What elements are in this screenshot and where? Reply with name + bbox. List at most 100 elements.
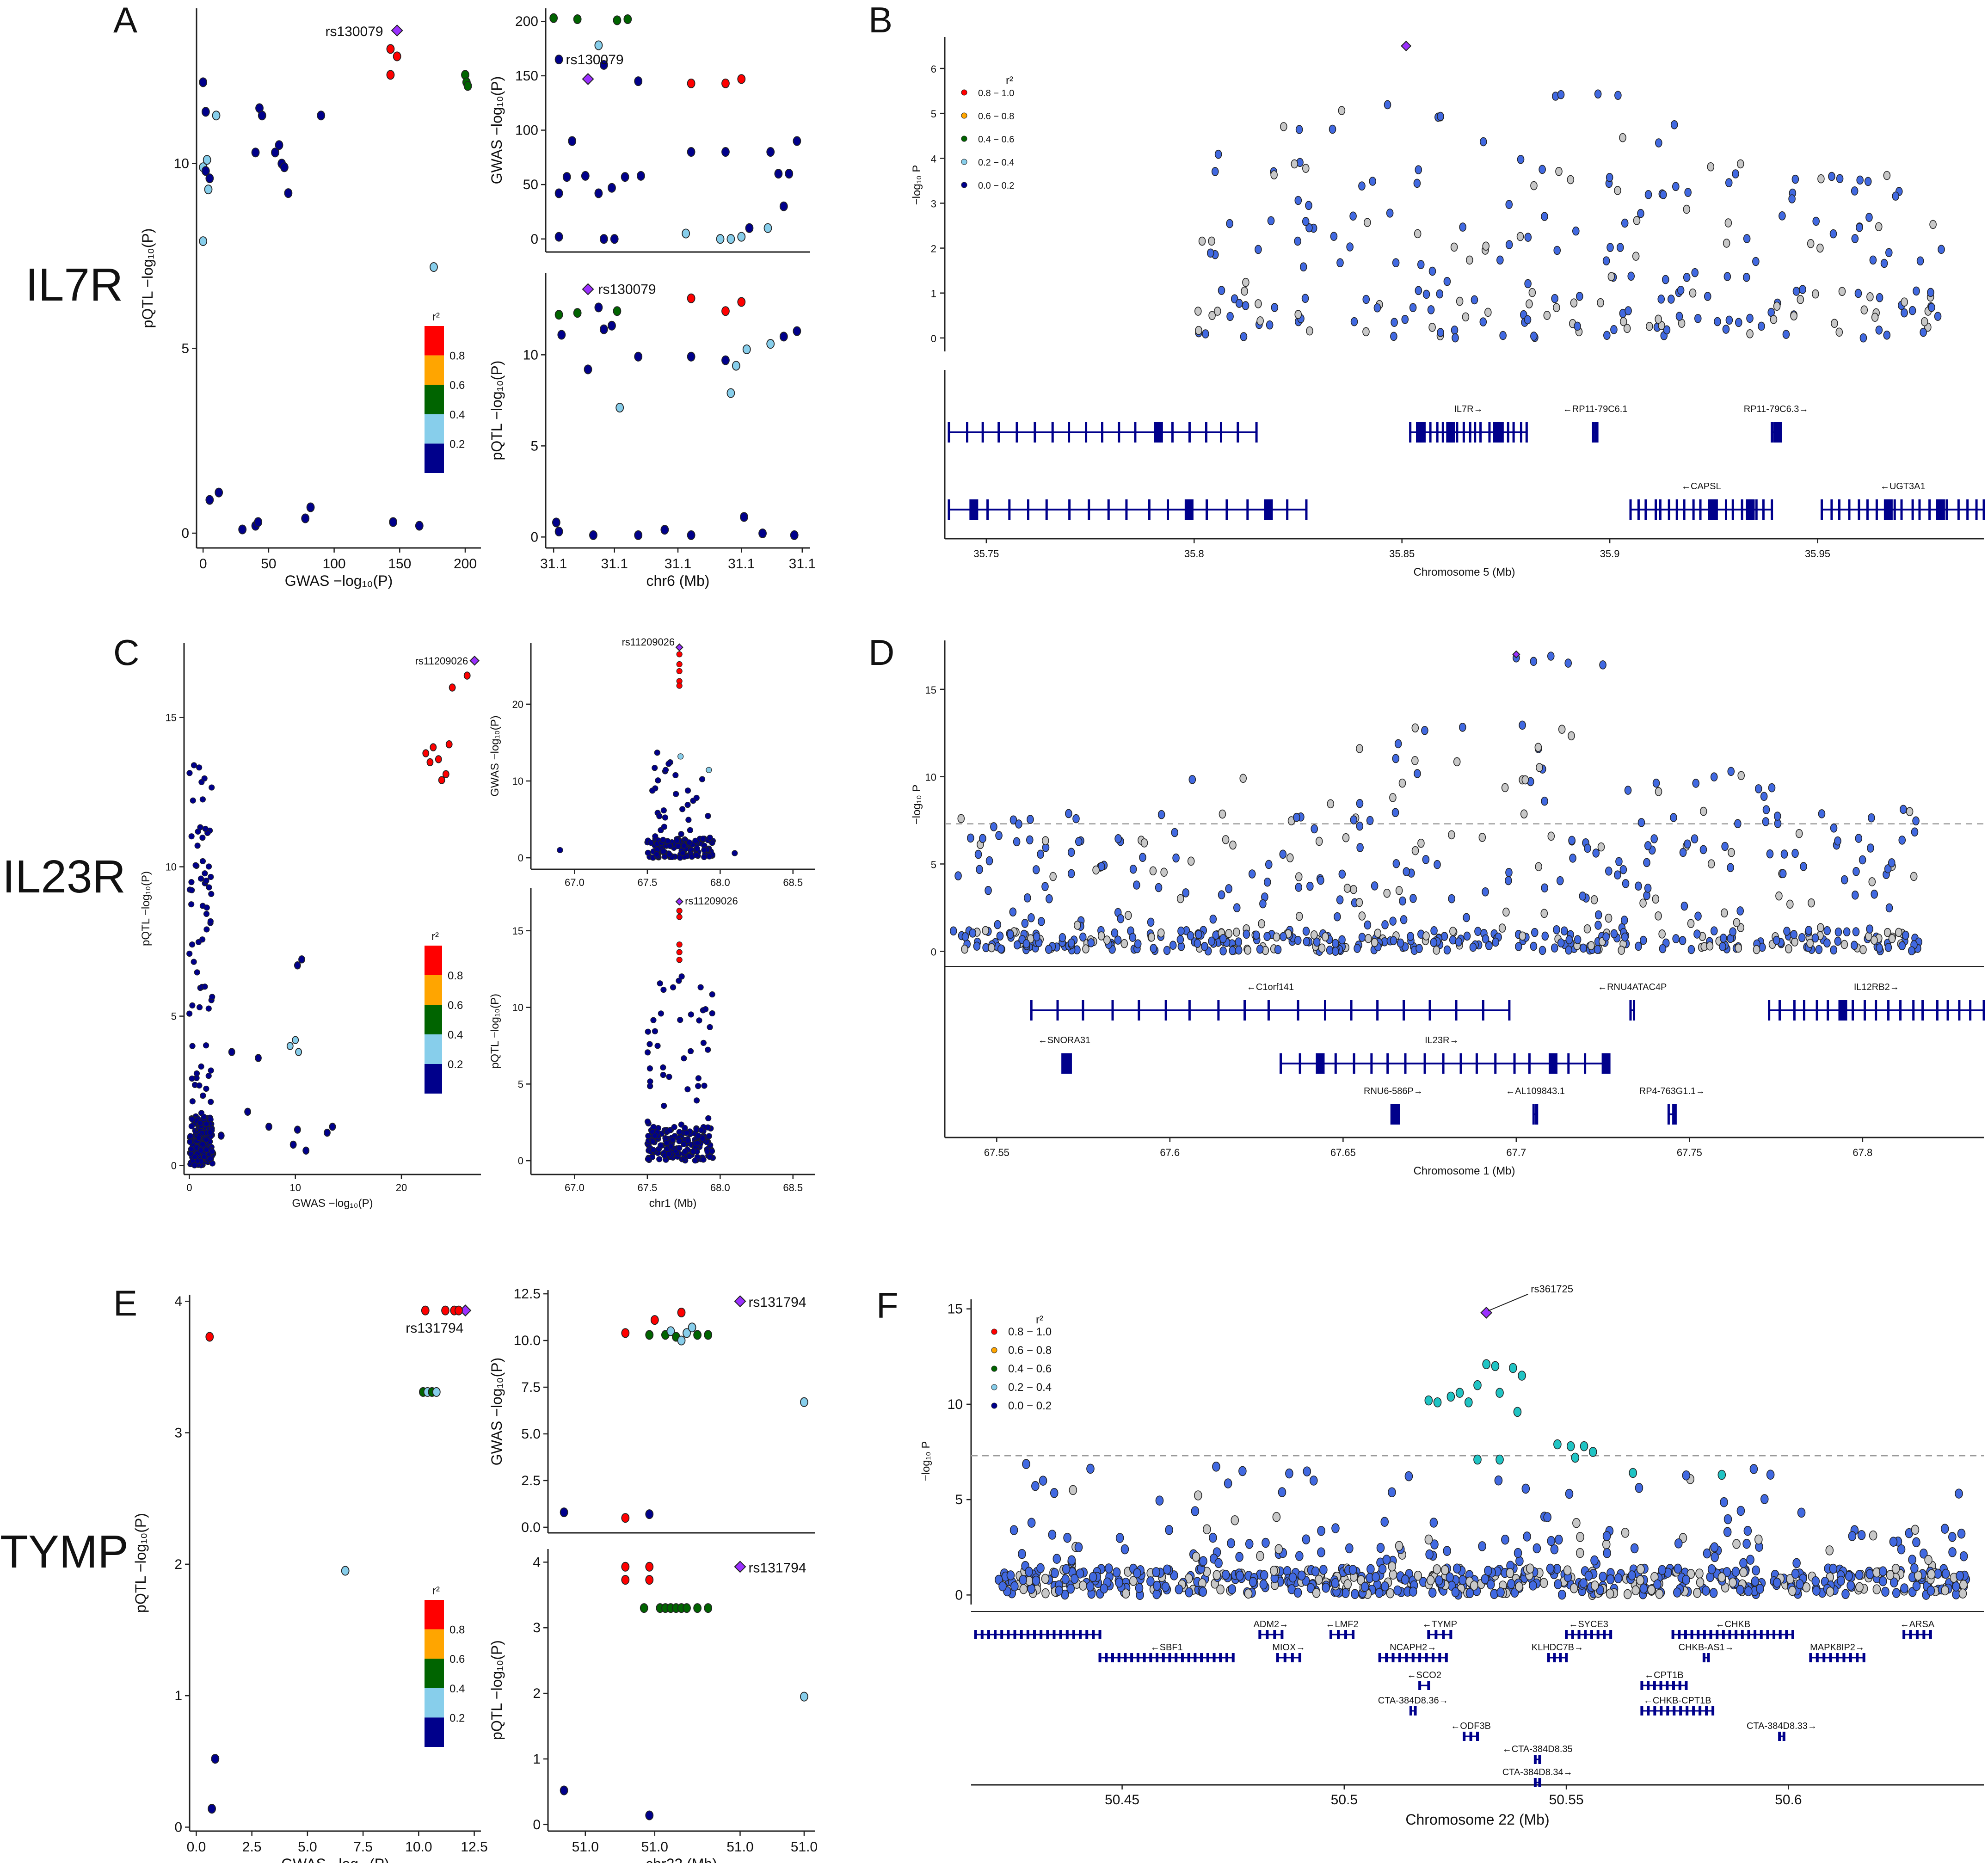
gene-exon [1040, 1630, 1043, 1639]
snp-point [1240, 332, 1248, 341]
snp-point [704, 1330, 713, 1340]
snp-point [737, 74, 746, 84]
gene-exon [1703, 1630, 1706, 1639]
snp-point [1865, 1569, 1874, 1580]
snp-point [1655, 787, 1662, 796]
snp-point [1554, 1579, 1562, 1589]
snp-point [204, 184, 213, 195]
snp-point [1459, 222, 1466, 232]
gene-exon [1246, 499, 1249, 520]
snp-point [1327, 799, 1335, 809]
snp-point [1463, 931, 1471, 941]
x-tick-label: 31.1 [601, 556, 628, 572]
snp-point [1028, 913, 1035, 922]
x-tick-label: 31.1 [665, 556, 691, 572]
lead-snp-label: rs130079 [566, 52, 624, 68]
snp-point [1478, 1541, 1486, 1551]
snp-point [1898, 836, 1906, 845]
snp-point [188, 901, 195, 908]
y-tick-label: 5 [931, 108, 936, 120]
snp-point [1233, 903, 1241, 912]
gene-exon [1353, 1053, 1355, 1074]
snp-point [678, 831, 684, 837]
snp-point [1224, 1478, 1232, 1488]
gene-exon [1816, 1000, 1818, 1021]
snp-point [1693, 929, 1701, 939]
snp-point [194, 969, 200, 976]
snp-point [1473, 1454, 1482, 1465]
gene-exon [1659, 1681, 1662, 1690]
snp-point [1392, 258, 1400, 268]
snp-point [1743, 1525, 1752, 1536]
snp-point [1855, 834, 1863, 843]
snp-point [1885, 248, 1893, 258]
snp-point [693, 794, 700, 801]
gene-exon [1449, 1630, 1453, 1639]
snp-point [1775, 891, 1783, 901]
snp-point [1010, 1581, 1019, 1592]
snp-point [699, 776, 706, 782]
gene-exon [1538, 1778, 1541, 1787]
snp-point [1152, 1589, 1161, 1599]
snp-point [1588, 941, 1595, 950]
gene-exon [1722, 1630, 1725, 1639]
gene-exon [1273, 1630, 1276, 1639]
snp-point [681, 1055, 687, 1062]
snp-point [1026, 835, 1034, 845]
snp-point [560, 1785, 568, 1795]
snp-point [1374, 928, 1382, 938]
gene-exon [1565, 1653, 1568, 1662]
snp-point [1872, 1584, 1881, 1594]
colorbar-title: r² [432, 311, 440, 323]
snp-point [1521, 775, 1529, 785]
snp-point [209, 1148, 215, 1155]
snp-point [1541, 796, 1548, 806]
y-tick-label: 20 [512, 699, 523, 710]
gene-exon [1280, 1053, 1282, 1074]
gene-exon [1258, 1630, 1262, 1639]
snp-point [1242, 277, 1249, 287]
snp-point [1295, 911, 1303, 921]
y-tick-label: 0 [931, 333, 936, 344]
snp-point [1272, 1512, 1281, 1522]
snp-point [1621, 218, 1629, 228]
x-tick-label: 35.95 [1805, 548, 1830, 560]
x-tick-label: 10.0 [405, 1839, 432, 1855]
snp-point [1606, 172, 1613, 182]
snp-point [1731, 1567, 1740, 1577]
gene-exon [1692, 1706, 1695, 1715]
snp-point [203, 1042, 209, 1049]
snp-point [1530, 181, 1538, 191]
snp-point [653, 851, 660, 858]
snp-point [1401, 1574, 1409, 1585]
snp-point [1883, 171, 1891, 180]
snp-point [217, 1131, 225, 1140]
snp-point [650, 1147, 657, 1153]
gene-exon [1479, 422, 1482, 443]
snp-point [1157, 928, 1165, 938]
snp-point [623, 14, 632, 25]
snp-point [695, 1083, 702, 1089]
snp-point [599, 234, 608, 244]
snp-point [1846, 1580, 1855, 1591]
gene-exon [1699, 499, 1702, 520]
legend-label: 0.0 − 0.2 [978, 181, 1014, 191]
snp-point [1453, 1563, 1461, 1574]
snp-point [1393, 1585, 1402, 1596]
snp-point [676, 941, 683, 948]
snp-point [1208, 936, 1215, 946]
snp-point [1779, 869, 1787, 879]
snp-point [1214, 149, 1222, 159]
snp-point [726, 234, 735, 244]
snp-point [1266, 320, 1274, 330]
snp-point [201, 775, 208, 782]
snp-point [610, 234, 619, 244]
y-axis-title: −log₁₀ P [911, 165, 923, 205]
snp-point [1309, 1476, 1318, 1486]
snp-point [1176, 935, 1184, 944]
gene-exon [1644, 499, 1647, 520]
snp-point [976, 865, 983, 874]
snp-point [1623, 1589, 1632, 1599]
snp-point [1691, 834, 1699, 843]
snp-point [562, 172, 571, 182]
